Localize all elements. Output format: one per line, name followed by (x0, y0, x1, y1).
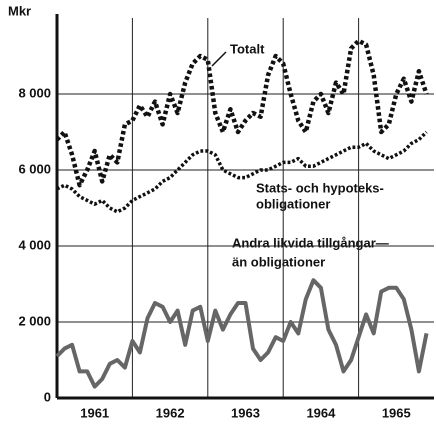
annotation: obligationer (256, 196, 330, 211)
y-axis-label: Mkr (8, 3, 31, 18)
y-tick-label: 0 (44, 389, 51, 404)
annotation: än obligationer (232, 254, 325, 269)
x-tick-label: 1962 (156, 405, 185, 420)
x-tick-label: 1965 (382, 405, 411, 420)
series-line (55, 38, 429, 188)
y-tick-label: 4 000 (18, 237, 51, 252)
annotation: Totalt (230, 41, 265, 56)
x-tick-label: 1961 (80, 405, 109, 420)
y-tick-label: 2 000 (18, 313, 51, 328)
x-tick-label: 1964 (306, 405, 336, 420)
annotation: Andra likvida tillgångar— (232, 235, 389, 250)
series-line (55, 278, 429, 389)
y-tick-label: 8 000 (18, 85, 51, 100)
series-line (56, 130, 428, 214)
x-tick-label: 1963 (231, 405, 260, 420)
annotation: Stats- och hypoteks- (256, 180, 384, 195)
y-tick-label: 6 000 (18, 161, 51, 176)
leader-line (211, 51, 227, 67)
